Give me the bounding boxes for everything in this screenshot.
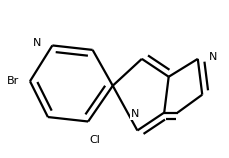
Text: N: N xyxy=(33,38,41,48)
Text: N: N xyxy=(130,109,139,119)
Text: N: N xyxy=(208,52,216,62)
Text: Cl: Cl xyxy=(89,135,100,145)
Text: Br: Br xyxy=(6,76,19,86)
